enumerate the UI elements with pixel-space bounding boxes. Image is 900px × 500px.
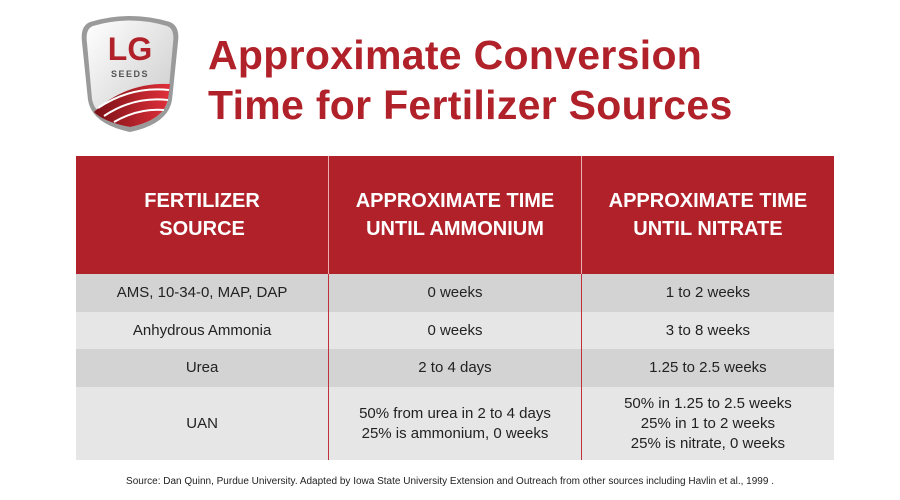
cell-nitrate: 3 to 8 weeks [580, 312, 834, 349]
header-time-until-nitrate: APPROXIMATE TIME UNTIL NITRATE [580, 156, 834, 274]
cell-source: Urea [76, 349, 329, 387]
cell-ammonium: 0 weeks [328, 312, 582, 349]
title-line-2: Time for Fertilizer Sources [208, 82, 733, 128]
table-row: Urea 2 to 4 days 1.25 to 2.5 weeks [76, 349, 834, 387]
cell-nitrate: 50% in 1.25 to 2.5 weeks 25% in 1 to 2 we… [580, 387, 834, 460]
cell-source: UAN [76, 387, 329, 460]
table-header-row: FERTILIZER SOURCE APPROXIMATE TIME UNTIL A… [76, 156, 834, 274]
cell-ammonium: 0 weeks [328, 274, 582, 312]
page-title: Approximate Conversion Time for Fertiliz… [208, 30, 733, 130]
cell-ammonium: 50% from urea in 2 to 4 days 25% is ammon… [328, 387, 582, 460]
title-line-1: Approximate Conversion [208, 32, 703, 78]
header-time-until-ammonium: APPROXIMATE TIME UNTIL AMMONIUM [328, 156, 582, 274]
lg-seeds-logo: LG SEEDS [76, 12, 184, 136]
conversion-table: FERTILIZER SOURCE APPROXIMATE TIME UNTIL A… [76, 156, 834, 460]
header-fertilizer-source: FERTILIZER SOURCE [76, 156, 329, 274]
cell-source: Anhydrous Ammonia [76, 312, 329, 349]
table-row: AMS, 10-34-0, MAP, DAP 0 weeks 1 to 2 we… [76, 274, 834, 312]
cell-ammonium: 2 to 4 days [328, 349, 582, 387]
cell-nitrate: 1 to 2 weeks [580, 274, 834, 312]
table-row: Anhydrous Ammonia 0 weeks 3 to 8 weeks [76, 312, 834, 349]
cell-nitrate: 1.25 to 2.5 weeks [580, 349, 834, 387]
table-row: UAN 50% from urea in 2 to 4 days 25% is a… [76, 387, 834, 460]
cell-source: AMS, 10-34-0, MAP, DAP [76, 274, 329, 312]
svg-text:SEEDS: SEEDS [111, 69, 149, 79]
svg-text:LG: LG [108, 31, 152, 67]
source-citation: Source: Dan Quinn, Purdue University. Ad… [126, 476, 774, 487]
